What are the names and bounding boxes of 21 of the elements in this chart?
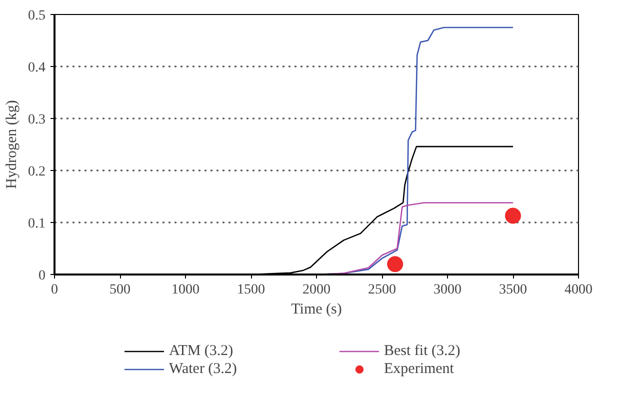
y-tick-label: 0.3: [28, 112, 46, 128]
x-tick-label: 500: [110, 282, 130, 298]
y-tick-label: 0.1: [28, 216, 46, 232]
x-tick-label: 0: [51, 282, 58, 298]
y-tick-label: 0.2: [28, 164, 46, 180]
x-tick-label: 1000: [172, 282, 200, 298]
legend-label: ATM (3.2): [169, 342, 234, 360]
x-tick-label: 3000: [434, 282, 462, 298]
y-tick-label: 0: [38, 268, 46, 284]
x-tick-label: 2000: [302, 282, 330, 298]
x-tick-label: 3500: [499, 282, 527, 298]
legend-label: Best fit (3.2): [384, 342, 462, 360]
x-tick-label: 2500: [368, 282, 396, 298]
y-tick-label: 0.5: [28, 8, 46, 24]
legend-label: Experiment: [384, 360, 455, 378]
x-tick-label: 1500: [237, 282, 265, 298]
y-tick-label: 0.4: [28, 60, 46, 76]
legend-label: Water (3.2): [169, 360, 238, 378]
x-axis-title: Time (s): [291, 302, 342, 318]
x-tick-label: 4000: [564, 282, 592, 298]
y-axis-title: Hydrogen (kg): [4, 100, 20, 189]
